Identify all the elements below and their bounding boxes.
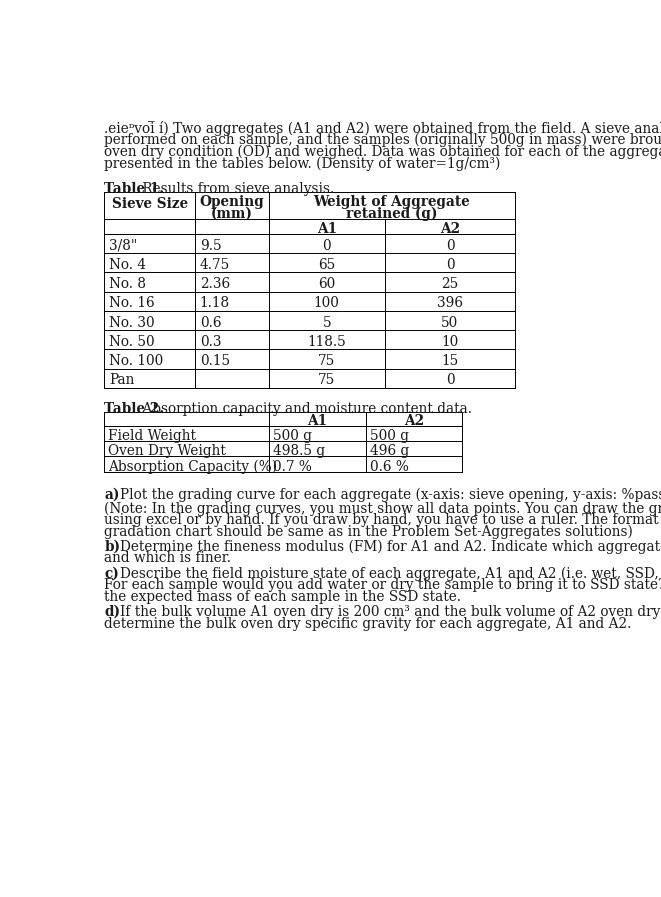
Text: b): b)	[104, 540, 120, 553]
Text: a): a)	[104, 487, 120, 501]
Text: Determine the fineness modulus (FM) for A1 and A2. Indicate which aggregate is c: Determine the fineness modulus (FM) for …	[120, 540, 661, 554]
Text: 0.6 %: 0.6 %	[370, 459, 409, 474]
Text: (mm): (mm)	[211, 207, 253, 221]
Text: No. 16: No. 16	[109, 296, 155, 310]
Text: 0.3: 0.3	[200, 335, 221, 349]
Text: gradation chart should be same as in the Problem Set-Aggregates solutions): gradation chart should be same as in the…	[104, 524, 633, 538]
Text: 500 g: 500 g	[273, 429, 312, 443]
Text: 0: 0	[446, 239, 454, 253]
Text: 500 g: 500 g	[370, 429, 409, 443]
Text: 498.5 g: 498.5 g	[273, 444, 325, 458]
Text: Pan: Pan	[109, 373, 134, 388]
Text: 0: 0	[323, 239, 331, 253]
Text: Oven Dry Weight: Oven Dry Weight	[108, 444, 226, 458]
Text: 396: 396	[437, 296, 463, 310]
Text: 2.36: 2.36	[200, 277, 230, 291]
Text: 50: 50	[442, 316, 459, 329]
Text: No. 100: No. 100	[109, 354, 163, 368]
Text: 3/8": 3/8"	[109, 239, 137, 253]
Text: 118.5: 118.5	[307, 335, 346, 349]
Text: 1.18: 1.18	[200, 296, 230, 310]
Text: A2: A2	[440, 222, 460, 236]
Text: 10: 10	[442, 335, 459, 349]
Text: 0.15: 0.15	[200, 354, 230, 368]
Text: and which is finer.: and which is finer.	[104, 551, 231, 565]
Text: 75: 75	[318, 373, 335, 388]
Text: Describe the field moisture state of each aggregate, A1 and A2 (i.e. wet, SSD, o: Describe the field moisture state of eac…	[120, 567, 661, 581]
Text: No. 50: No. 50	[109, 335, 155, 349]
Text: 0.6: 0.6	[200, 316, 221, 329]
Text: 75: 75	[318, 354, 335, 368]
Text: 5: 5	[323, 316, 331, 329]
Text: No. 4: No. 4	[109, 257, 146, 272]
Text: .eieᶛvoi̅ í) Two aggregates (A1 and A2) were obtained from the field. A sieve an: .eieᶛvoi̅ í) Two aggregates (A1 and A2) …	[104, 121, 661, 136]
Text: For each sample would you add water or dry the sample to bring it to SSD state? : For each sample would you add water or d…	[104, 578, 661, 592]
Text: A1: A1	[307, 414, 327, 428]
Text: 100: 100	[314, 296, 340, 310]
Text: performed on each sample, and the samples (originally 500g in mass) were brought: performed on each sample, and the sample…	[104, 133, 661, 147]
Text: using excel or by hand. If you draw by hand, you have to use a ruler. The format: using excel or by hand. If you draw by h…	[104, 513, 661, 527]
Text: 0.7 %: 0.7 %	[273, 459, 312, 474]
Text: No. 8: No. 8	[109, 277, 146, 291]
Text: 0: 0	[446, 257, 454, 272]
Text: d): d)	[104, 605, 120, 619]
Text: 25: 25	[442, 277, 459, 291]
Text: c): c)	[104, 567, 119, 580]
Text: determine the bulk oven dry specific gravity for each aggregate, A1 and A2.: determine the bulk oven dry specific gra…	[104, 616, 632, 631]
Text: 0: 0	[446, 373, 454, 388]
Text: Absorption Capacity (%): Absorption Capacity (%)	[108, 459, 278, 474]
Text: 65: 65	[318, 257, 335, 272]
Text: (Note: In the grading curves, you must show all data points. You can draw the gr: (Note: In the grading curves, you must s…	[104, 501, 661, 516]
Text: If the bulk volume A1 oven dry is 200 cm³ and the bulk volume of A2 oven dry is : If the bulk volume A1 oven dry is 200 cm…	[120, 605, 661, 619]
Text: 4.75: 4.75	[200, 257, 230, 272]
Text: Sieve Size: Sieve Size	[112, 197, 188, 211]
Text: oven dry condition (OD) and weighed. Data was obtained for each of the aggregate: oven dry condition (OD) and weighed. Dat…	[104, 144, 661, 159]
Text: Weight of Aggregate: Weight of Aggregate	[313, 196, 470, 209]
Text: 9.5: 9.5	[200, 239, 221, 253]
Text: Table 2.: Table 2.	[104, 402, 165, 416]
Text: Results from sieve analysis.: Results from sieve analysis.	[138, 181, 334, 196]
Text: Table 1.: Table 1.	[104, 181, 165, 196]
Text: 496 g: 496 g	[370, 444, 409, 458]
Text: Field Weight: Field Weight	[108, 429, 196, 443]
Text: Absorption capacity and moisture content data.: Absorption capacity and moisture content…	[138, 402, 473, 416]
Text: A1: A1	[317, 222, 337, 236]
Text: Opening: Opening	[200, 196, 264, 209]
Text: No. 30: No. 30	[109, 316, 155, 329]
Text: Plot the grading curve for each aggregate (x-axis: sieve opening, y-axis: %passi: Plot the grading curve for each aggregat…	[120, 487, 661, 501]
Text: 60: 60	[318, 277, 335, 291]
Text: 15: 15	[442, 354, 459, 368]
Text: retained (g): retained (g)	[346, 207, 438, 222]
Text: presented in the tables below. (Density of water=1g/cm³): presented in the tables below. (Density …	[104, 156, 500, 170]
Text: A2: A2	[404, 414, 424, 428]
Text: the expected mass of each sample in the SSD state.: the expected mass of each sample in the …	[104, 589, 461, 604]
